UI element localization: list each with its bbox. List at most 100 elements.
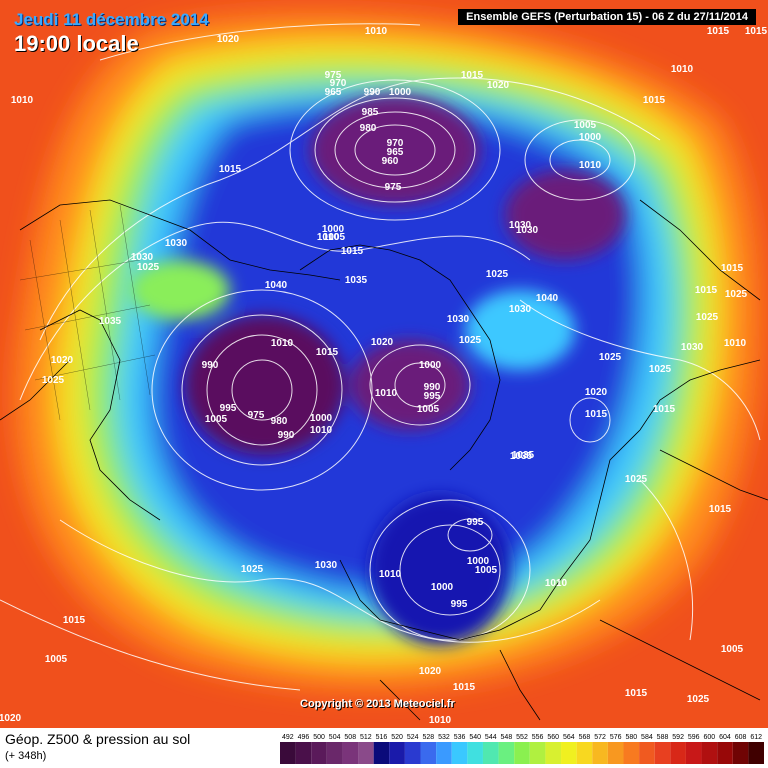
pressure-label: 1010 xyxy=(365,26,388,37)
scale-swatch xyxy=(670,742,686,764)
scale-tick-label: 584 xyxy=(641,734,653,741)
pressure-label: 1035 xyxy=(512,450,535,461)
trough-east xyxy=(505,170,625,260)
scale-swatch xyxy=(451,742,468,764)
pressure-label: 1020 xyxy=(217,34,240,45)
scale-tick-label: 544 xyxy=(485,734,497,741)
pressure-label: 1005 xyxy=(323,232,346,243)
pressure-label: 990 xyxy=(364,87,381,98)
pressure-label: 1015 xyxy=(219,164,242,175)
pressure-label: 1010 xyxy=(429,715,452,726)
pressure-label: 1010 xyxy=(310,425,333,436)
pressure-label: 1020 xyxy=(487,80,510,91)
pressure-label: 1000 xyxy=(579,132,602,143)
scale-tick-label: 564 xyxy=(563,734,575,741)
scale-tick-label: 520 xyxy=(391,734,403,741)
pressure-label: 1010 xyxy=(724,338,747,349)
scale-tick-label: 560 xyxy=(547,734,559,741)
scale-swatch xyxy=(639,742,655,764)
pressure-label: 995 xyxy=(220,403,237,414)
pressure-label: 1020 xyxy=(419,666,442,677)
scale-tick-label: 500 xyxy=(313,734,325,741)
pressure-label: 1035 xyxy=(345,275,368,286)
scale-swatch xyxy=(498,742,515,764)
pressure-label: 1025 xyxy=(137,262,160,273)
pressure-label: 1005 xyxy=(721,644,744,655)
scale-swatch xyxy=(358,742,374,764)
scale-swatch xyxy=(373,742,390,764)
pressure-label: 995 xyxy=(424,391,441,402)
scale-tick-label: 572 xyxy=(594,734,606,741)
header: Jeudi 11 décembre 2014 19:00 locale xyxy=(14,10,209,57)
scale-tick-label: 608 xyxy=(735,734,747,741)
scale-swatch xyxy=(529,742,546,764)
pressure-label: 970 xyxy=(330,78,347,89)
pressure-label: 1040 xyxy=(536,293,559,304)
pressure-label: 1015 xyxy=(316,347,339,358)
pressure-label: 1005 xyxy=(574,120,597,131)
pressure-label: 1005 xyxy=(45,654,68,665)
scale-swatch xyxy=(748,742,764,764)
pressure-label: 1030 xyxy=(165,238,188,249)
pressure-label: 1025 xyxy=(42,375,65,386)
scale-swatch xyxy=(467,742,483,764)
scale-swatch xyxy=(311,742,327,764)
pressure-label: 1015 xyxy=(721,263,744,274)
pressure-label: 1015 xyxy=(625,688,648,699)
pressure-label: 1010 xyxy=(579,160,602,171)
pressure-label: 1040 xyxy=(265,280,288,291)
pressure-label: 1015 xyxy=(643,95,666,106)
pressure-label: 990 xyxy=(278,430,295,441)
pressure-label: 990 xyxy=(202,360,219,371)
isobars xyxy=(0,23,761,691)
pressure-label: 1025 xyxy=(649,364,672,375)
scale-tick-label: 600 xyxy=(704,734,716,741)
scale-tick-label: 596 xyxy=(688,734,700,741)
scale-tick-label: 568 xyxy=(579,734,591,741)
scale-tick-label: 548 xyxy=(501,734,513,741)
pressure-label: 995 xyxy=(467,517,484,528)
scale-tick-label: 556 xyxy=(532,734,544,741)
scale-swatch xyxy=(701,742,718,764)
graticule xyxy=(19,204,156,421)
pressure-label: 975 xyxy=(248,410,265,421)
pressure-label: 1010 xyxy=(317,232,340,243)
pressure-label: 1005 xyxy=(475,565,498,576)
pressure-label: 1010 xyxy=(271,338,294,349)
scale-tick-label: 508 xyxy=(344,734,356,741)
pressure-label: 1025 xyxy=(486,269,509,280)
parameter-label: Géop. Z500 & pression au sol xyxy=(5,731,191,747)
pressure-label: 985 xyxy=(362,107,379,118)
pressure-label: 1010 xyxy=(11,95,34,106)
scale-swatch xyxy=(717,742,733,764)
scale-swatch xyxy=(436,742,452,764)
pressure-label: 1015 xyxy=(707,26,730,37)
pressure-label: 975 xyxy=(325,70,342,81)
scale-swatch xyxy=(576,742,593,764)
pressure-label: 1030 xyxy=(516,225,539,236)
scale-tick-label: 540 xyxy=(469,734,481,741)
pressure-label: 1025 xyxy=(599,352,622,363)
pressure-label: 1025 xyxy=(725,289,748,300)
scale-swatch xyxy=(389,742,405,764)
pressure-label: 1035 xyxy=(510,451,533,462)
pressure-label: 1035 xyxy=(99,316,122,327)
cyan-ridge xyxy=(465,290,575,370)
pressure-label: 1030 xyxy=(509,304,532,315)
pressure-label: 1025 xyxy=(625,474,648,485)
pressure-label: 970 xyxy=(387,138,404,149)
scale-tick-label: 580 xyxy=(625,734,637,741)
coastlines xyxy=(0,199,768,721)
scale-tick-label: 512 xyxy=(360,734,372,741)
pressure-label: 1030 xyxy=(681,342,704,353)
pressure-label: 1025 xyxy=(687,694,710,705)
pressure-label: 1015 xyxy=(695,285,718,296)
scale-tick-label: 536 xyxy=(454,734,466,741)
pressure-label: 1010 xyxy=(375,388,398,399)
scale-swatch xyxy=(685,742,702,764)
pressure-label: 1020 xyxy=(0,713,22,724)
scale-swatch xyxy=(326,742,343,764)
scale-swatch xyxy=(280,742,296,764)
